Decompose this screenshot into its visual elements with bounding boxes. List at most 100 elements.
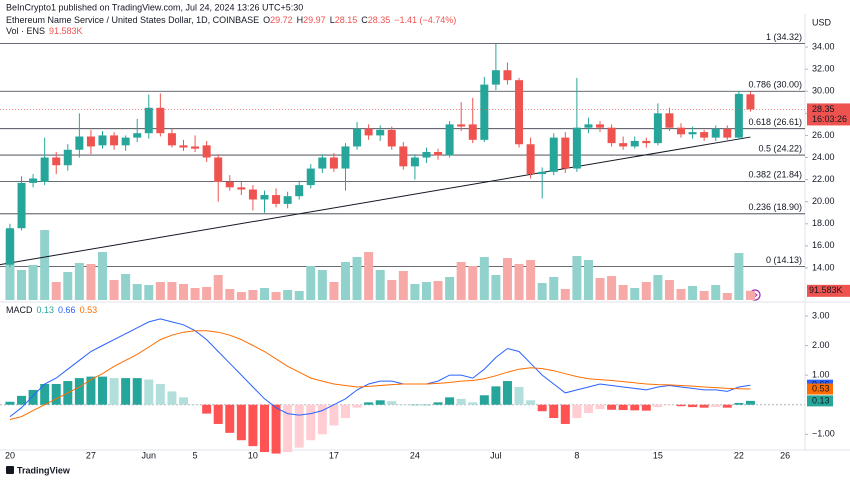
- volume-bar: [364, 252, 374, 300]
- candle-body: [329, 157, 338, 169]
- candle-body: [40, 157, 49, 182]
- price-tick-label: 22.00: [812, 174, 835, 184]
- candle-body: [121, 137, 130, 146]
- ohlc-label: L: [330, 15, 335, 25]
- price-tick-label: 16.00: [812, 240, 835, 250]
- x-tick-label: Jul: [490, 450, 502, 460]
- macd-histogram-bar: [375, 400, 385, 405]
- x-tick-label: 15: [653, 450, 663, 460]
- candle-body: [399, 146, 408, 167]
- macd-tick-label: 1.00: [812, 370, 830, 380]
- volume-bar: [711, 285, 721, 300]
- signal-line: [9, 330, 751, 420]
- candle-body: [295, 185, 304, 197]
- volume-bar: [375, 270, 385, 300]
- candle-body: [422, 151, 431, 158]
- price-tick-label: 34.00: [812, 41, 835, 51]
- macd-histogram-bar: [560, 404, 570, 424]
- fib-label: 0.618 (26.61): [748, 117, 802, 127]
- macd-histogram-bar: [664, 404, 674, 406]
- ohlc-value: 29.97: [303, 15, 326, 25]
- volume-bar: [329, 282, 339, 300]
- volume-bar: [202, 287, 212, 300]
- macd-histogram-bar: [745, 400, 755, 405]
- volume-bar: [144, 285, 154, 300]
- candle-body: [98, 135, 107, 146]
- macd-histogram-bar: [456, 398, 466, 405]
- volume-bar: [306, 266, 316, 300]
- ohlc-label: C: [361, 15, 368, 25]
- volume-title: Vol · ENS: [6, 26, 45, 36]
- macd-histogram-bar: [514, 386, 524, 405]
- candle-body: [434, 151, 443, 156]
- volume-bar: [283, 290, 293, 300]
- macd-histogram-bar: [711, 404, 721, 408]
- fib-label: 0 (14.13): [766, 255, 802, 265]
- volume-bar: [653, 275, 663, 300]
- candle-body: [619, 143, 628, 147]
- macd-histogram-bar: [630, 404, 640, 411]
- volume-value: 91.583K: [49, 26, 83, 36]
- candle-body: [341, 146, 350, 169]
- candle-body: [144, 107, 153, 134]
- change-value: −1.41 (−4.74%): [394, 15, 456, 25]
- symbol-title: Ethereum Name Service / United States Do…: [6, 15, 259, 25]
- volume-bar: [17, 270, 27, 300]
- macd-histogram-bar: [236, 404, 246, 441]
- macd-histogram-bar: [676, 404, 686, 407]
- volume-bar: [179, 284, 189, 300]
- macd-histogram-bar: [121, 378, 131, 405]
- volume-bar: [236, 292, 246, 300]
- candle-body: [630, 140, 639, 147]
- macd-hist-value: 0.13: [37, 305, 55, 315]
- ohlc-value: 29.72: [270, 15, 293, 25]
- volume-bar: [630, 288, 640, 300]
- candle-body: [202, 145, 211, 158]
- macd-histogram-bar: [28, 389, 38, 405]
- candle-body: [503, 70, 512, 81]
- volume-bar: [190, 288, 200, 300]
- macd-tick-label: −1.00: [812, 429, 835, 439]
- volume-bar: [526, 260, 536, 300]
- price-tick-label: 18.00: [812, 218, 835, 228]
- volume-bar: [607, 276, 617, 300]
- volume-bar: [63, 272, 73, 300]
- volume-bar: [259, 288, 269, 300]
- macd-histogram-bar: [259, 404, 269, 453]
- macd-histogram-bar: [445, 397, 455, 405]
- macd-histogram-bar: [283, 404, 293, 453]
- volume-bar: [340, 262, 350, 300]
- macd-histogram-bar: [329, 404, 339, 426]
- macd-histogram-bar: [98, 376, 108, 405]
- macd-histogram-bar: [722, 404, 732, 408]
- fib-label: 0.5 (24.22): [758, 143, 802, 153]
- macd-histogram-bar: [40, 384, 50, 405]
- macd-tick-label: 3.00: [812, 310, 830, 320]
- volume-bar: [722, 293, 732, 300]
- volume-bar: [537, 283, 547, 300]
- x-tick-label: 5: [193, 450, 198, 460]
- macd-line: [9, 318, 751, 417]
- candle-body: [561, 137, 570, 169]
- volume-bar: [294, 291, 304, 300]
- macd-histogram-bar: [688, 404, 698, 408]
- candle-body: [515, 80, 524, 145]
- volume-bar: [456, 262, 466, 300]
- volume-bar: [734, 253, 744, 300]
- macd-histogram-bar: [583, 404, 593, 414]
- price-tick-label: 24.00: [812, 152, 835, 162]
- macd-legend: MACD 0.13 0.66 0.53: [6, 305, 97, 315]
- volume-bar: [410, 284, 420, 300]
- candle-body: [734, 93, 743, 138]
- histogram-badge-value: 0.13: [812, 395, 830, 405]
- macd-histogram-bar: [549, 404, 559, 419]
- macd-histogram-bar: [51, 384, 61, 405]
- macd-histogram-bar: [306, 404, 316, 441]
- brand-text: TradingView: [17, 465, 71, 475]
- candle-body: [642, 140, 651, 144]
- volume-bar: [433, 281, 443, 300]
- macd-histogram-bar: [653, 404, 663, 408]
- volume-bar: [317, 270, 327, 300]
- volume-bar: [225, 289, 235, 300]
